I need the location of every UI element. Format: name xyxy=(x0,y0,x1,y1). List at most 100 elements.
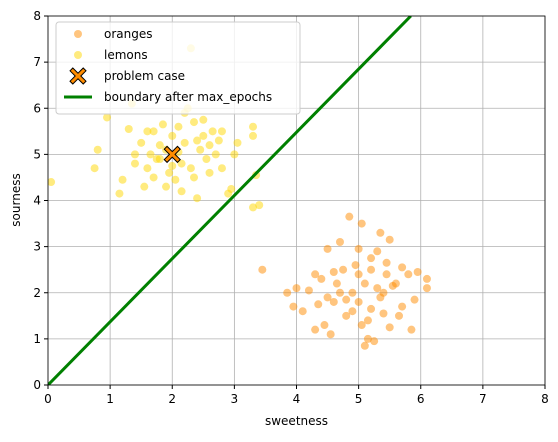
point xyxy=(342,311,351,320)
point xyxy=(354,244,363,253)
point xyxy=(382,258,391,267)
point xyxy=(189,118,198,127)
point xyxy=(367,265,376,274)
point xyxy=(103,113,112,122)
point xyxy=(311,325,320,334)
point xyxy=(317,274,326,283)
point xyxy=(329,297,338,306)
point xyxy=(255,201,264,210)
point xyxy=(90,164,99,173)
x-tick-label: 5 xyxy=(355,392,363,406)
legend-label: lemons xyxy=(104,48,148,62)
point xyxy=(118,175,127,184)
marker-x xyxy=(69,67,87,85)
point xyxy=(360,341,369,350)
point xyxy=(168,161,177,170)
point xyxy=(130,159,139,168)
point xyxy=(208,127,217,136)
point xyxy=(348,307,357,316)
point xyxy=(370,337,379,346)
y-tick-label: 1 xyxy=(33,332,41,346)
point xyxy=(155,141,164,150)
point xyxy=(249,122,258,131)
x-tick-label: 4 xyxy=(293,392,301,406)
x-tick-label: 7 xyxy=(479,392,487,406)
point xyxy=(357,321,366,330)
point xyxy=(326,330,335,339)
point xyxy=(360,279,369,288)
point xyxy=(155,154,164,163)
point xyxy=(354,270,363,279)
point xyxy=(249,203,258,212)
point xyxy=(137,138,146,147)
point xyxy=(115,189,124,198)
point xyxy=(357,219,366,228)
point xyxy=(196,145,205,154)
point xyxy=(199,115,208,124)
data xyxy=(48,16,431,385)
legend: oranges lemons problem case boundary after … xyxy=(55,21,301,115)
point xyxy=(413,267,422,276)
point xyxy=(249,131,258,140)
point xyxy=(354,297,363,306)
point xyxy=(335,288,344,297)
point xyxy=(211,150,220,159)
point xyxy=(422,284,431,293)
point xyxy=(314,300,323,309)
marker-x xyxy=(163,145,181,164)
point xyxy=(323,293,332,302)
x-tick-label: 6 xyxy=(417,392,425,406)
point xyxy=(422,274,431,283)
point xyxy=(193,136,202,145)
x-tick-label: 3 xyxy=(231,392,239,406)
point xyxy=(189,173,198,182)
y-tick-label: 8 xyxy=(33,9,41,23)
point xyxy=(298,307,307,316)
x-tick-label: 2 xyxy=(168,392,176,406)
x-tick-label: 1 xyxy=(106,392,114,406)
point xyxy=(304,286,313,295)
point xyxy=(177,187,186,196)
point xyxy=(162,182,171,191)
point xyxy=(398,302,407,311)
point xyxy=(217,127,226,136)
point xyxy=(320,321,329,330)
point xyxy=(367,254,376,263)
point xyxy=(407,325,416,334)
point xyxy=(165,168,174,177)
point xyxy=(348,288,357,297)
x-axis-label: sweetness xyxy=(265,414,328,428)
point xyxy=(283,288,292,297)
point xyxy=(323,244,332,253)
legend-label: boundary after max_epochs xyxy=(104,90,272,104)
point xyxy=(382,270,391,279)
point xyxy=(367,304,376,313)
point xyxy=(146,150,155,159)
point xyxy=(93,145,102,154)
y-tick-label: 7 xyxy=(33,55,41,69)
point xyxy=(149,173,158,182)
point xyxy=(345,212,354,221)
point xyxy=(168,131,177,140)
x-tick-label: 8 xyxy=(541,392,549,406)
point xyxy=(363,316,372,325)
point xyxy=(404,270,413,279)
point xyxy=(143,164,152,173)
point xyxy=(373,247,382,256)
point xyxy=(342,295,351,304)
x-tick-label: 0 xyxy=(44,392,52,406)
point xyxy=(351,261,360,270)
point xyxy=(202,154,211,163)
point xyxy=(373,284,382,293)
y-tick-label: 4 xyxy=(33,194,41,208)
point xyxy=(140,182,149,191)
point xyxy=(158,120,167,129)
legend-box xyxy=(55,21,301,115)
point xyxy=(171,175,180,184)
point xyxy=(233,138,242,147)
point xyxy=(410,295,419,304)
point xyxy=(363,334,372,343)
point xyxy=(258,265,267,274)
point xyxy=(174,122,183,131)
